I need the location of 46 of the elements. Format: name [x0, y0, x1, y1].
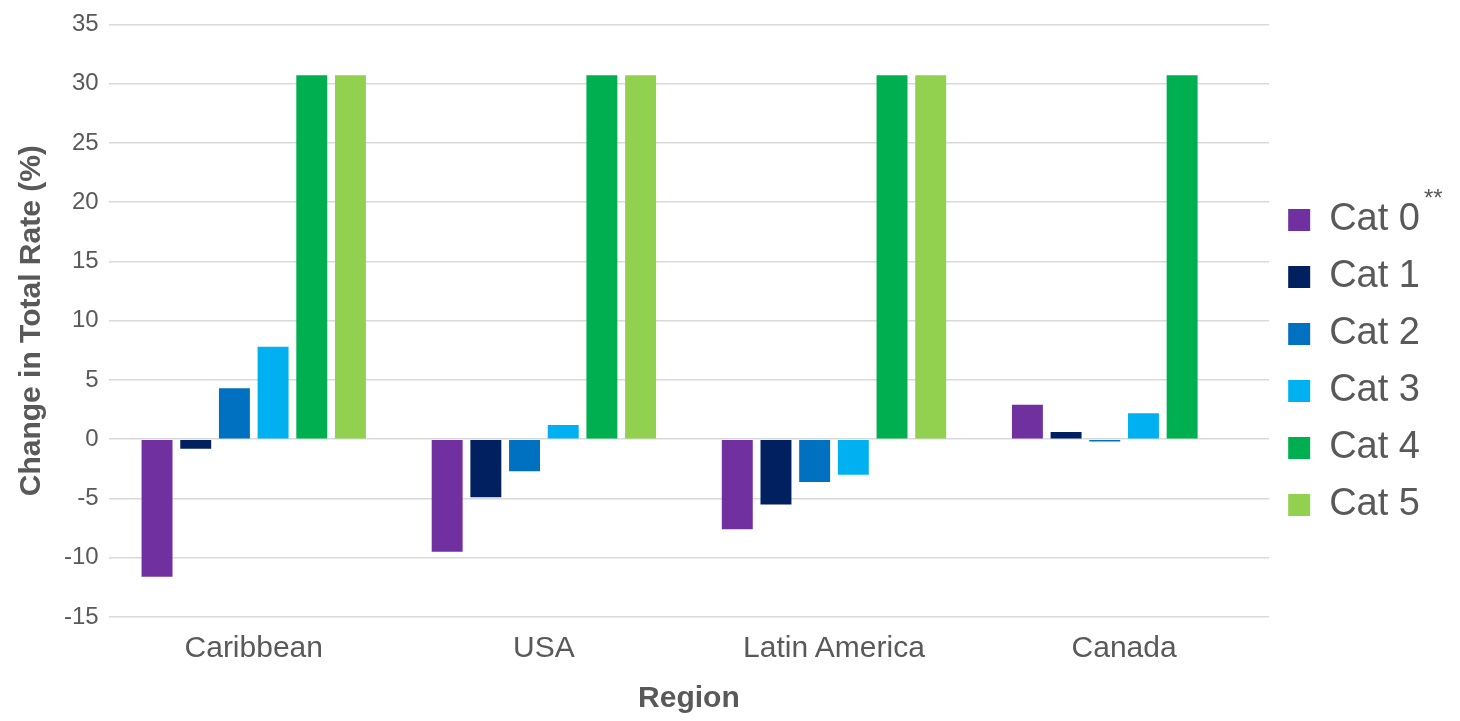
bar: [141, 439, 173, 577]
legend-label: Cat 3: [1329, 367, 1420, 410]
legend-label: Cat 5: [1329, 481, 1420, 524]
bar: [470, 439, 502, 498]
bar: [721, 439, 753, 530]
bar: [1127, 413, 1159, 439]
bar: [799, 439, 831, 482]
text: **: [1424, 183, 1443, 211]
legend-label: Cat 0: [1329, 196, 1420, 239]
y-tick-label: 30: [71, 68, 99, 96]
bar: [876, 75, 908, 439]
y-tick-label: -5: [77, 483, 99, 511]
y-tick-label: 15: [71, 246, 99, 274]
y-tick-label: 25: [71, 127, 99, 155]
bar: [431, 439, 463, 552]
x-tick-label: Canada: [1071, 630, 1177, 664]
bar: [1011, 404, 1043, 439]
bar: [334, 75, 366, 439]
y-tick-label: -10: [64, 542, 99, 570]
bar: [586, 75, 618, 439]
bar: [296, 75, 328, 439]
bar: [509, 439, 540, 472]
bar: [1166, 75, 1198, 439]
y-tick-label: 10: [71, 305, 99, 333]
bar: [547, 425, 579, 439]
legend-label: Cat 2: [1329, 310, 1420, 353]
x-axis-title: Region: [638, 680, 740, 714]
bar: [915, 75, 947, 439]
bar: [625, 75, 657, 439]
bar: [180, 439, 212, 449]
y-tick-label: 0: [85, 423, 99, 451]
bar: [760, 439, 792, 505]
x-tick-label: Latin America: [743, 630, 926, 664]
bar: [837, 439, 869, 475]
x-tick-label: Caribbean: [184, 630, 323, 664]
y-tick-label: 5: [85, 364, 99, 392]
y-tick-label: 20: [71, 186, 99, 214]
bar: [257, 346, 289, 439]
x-tick-label: USA: [513, 630, 575, 664]
bar: [218, 388, 250, 439]
legend-label: Cat 4: [1329, 424, 1420, 467]
y-tick-label: -15: [64, 601, 99, 629]
y-axis-title: Change in Total Rate (%): [13, 145, 47, 497]
legend-label: Cat 1: [1329, 253, 1420, 296]
bar: [1050, 432, 1082, 439]
y-tick-label: 35: [71, 9, 99, 37]
